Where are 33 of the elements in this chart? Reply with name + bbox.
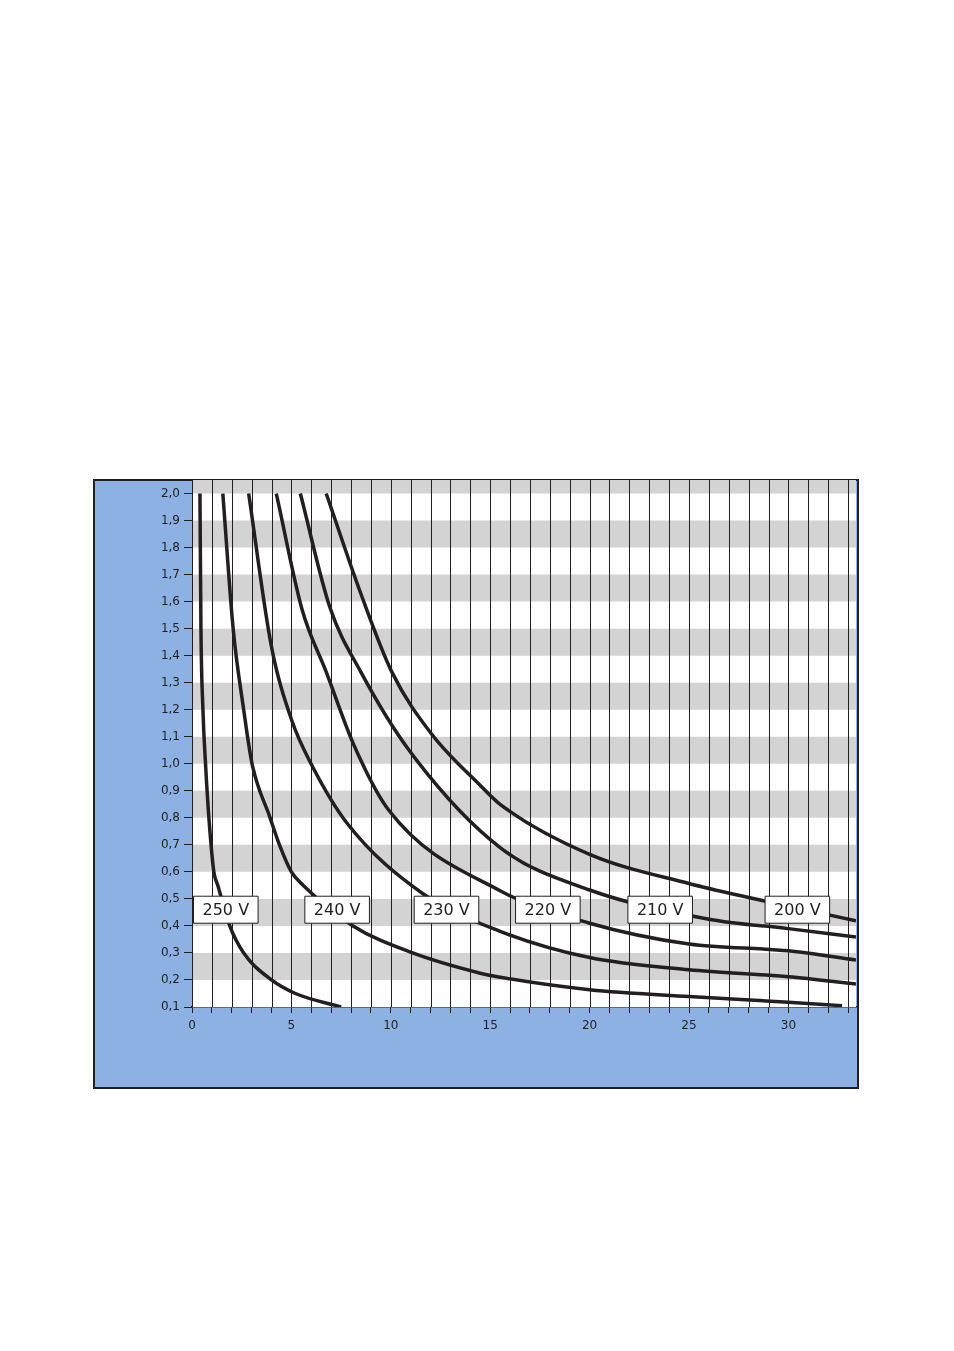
x-tick-label: 30 xyxy=(780,1018,797,1033)
y-tick-label: 1,9 xyxy=(160,512,180,527)
annotation: 210 V xyxy=(636,899,684,919)
y-tick-label: 1,2 xyxy=(160,701,180,716)
annotation: 240 V xyxy=(313,899,361,919)
annotation: 250 V xyxy=(202,899,250,919)
y-tick-label: 0,1 xyxy=(160,999,180,1014)
x-tick-label: 0 xyxy=(188,1018,196,1033)
y-tick-label: 0,7 xyxy=(160,836,180,851)
annotation: 230 V xyxy=(423,899,470,919)
y-tick-label: 1,3 xyxy=(160,674,180,689)
annotation: 220 V xyxy=(524,899,572,919)
y-tick-label: 0,6 xyxy=(160,864,180,878)
x-tick-label: 15 xyxy=(482,1018,498,1033)
y-tick-label: 0,3 xyxy=(160,945,180,960)
y-tick-label: 0,2 xyxy=(160,972,180,987)
y-tick-label: 1,0 xyxy=(160,755,180,770)
x-tick-label: 20 xyxy=(581,1018,598,1033)
y-tick-label: 1,4 xyxy=(160,647,180,662)
annotation: 200 V xyxy=(774,899,821,919)
x-tick-label: 25 xyxy=(681,1018,697,1033)
x-tick-label: 5 xyxy=(287,1018,296,1033)
y-tick-label: 1,8 xyxy=(160,539,180,554)
y-tick-label: 0,9 xyxy=(160,782,180,797)
y-tick-label: 0,8 xyxy=(160,809,180,824)
y-tick-label: 1,7 xyxy=(160,566,180,581)
y-tick-label: 1,1 xyxy=(160,728,180,743)
x-tick-label: 10 xyxy=(383,1018,399,1033)
y-tick-label: 0,5 xyxy=(160,891,180,906)
y-tick-label: 0,4 xyxy=(160,918,180,933)
y-tick-label: 1,6 xyxy=(160,593,180,608)
y-tick-label: 2,0 xyxy=(160,485,180,500)
y-tick-label: 1,5 xyxy=(160,620,180,635)
